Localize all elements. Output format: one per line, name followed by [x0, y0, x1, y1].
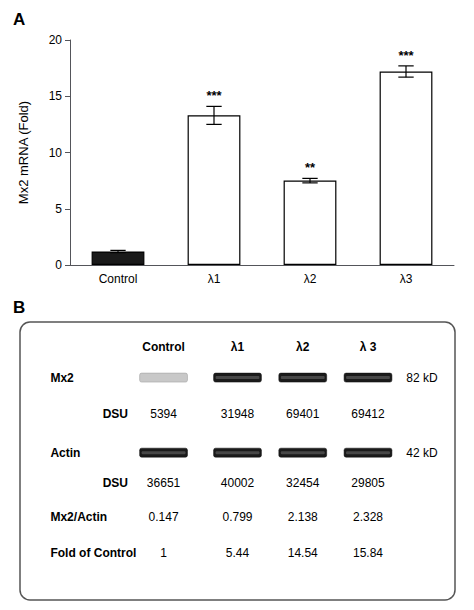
svg-text:***: ***	[398, 48, 414, 63]
svg-text:DSU: DSU	[103, 407, 128, 421]
svg-text:31948: 31948	[221, 407, 255, 421]
svg-text:69412: 69412	[351, 407, 385, 421]
svg-text:λ1: λ1	[231, 340, 245, 354]
svg-text:5394: 5394	[150, 407, 177, 421]
svg-text:λ2: λ2	[296, 340, 310, 354]
svg-text:DSU: DSU	[103, 476, 128, 490]
svg-text:**: **	[305, 160, 316, 175]
svg-text:λ3: λ3	[400, 272, 413, 286]
svg-text:1: 1	[160, 546, 167, 560]
svg-text:***: ***	[206, 88, 222, 103]
svg-text:5: 5	[55, 202, 62, 216]
svg-text:0: 0	[55, 258, 62, 272]
svg-text:λ1: λ1	[208, 272, 221, 286]
svg-text:λ 3: λ 3	[360, 340, 377, 354]
svg-text:Mx2: Mx2	[50, 371, 74, 385]
svg-text:69401: 69401	[286, 407, 320, 421]
svg-text:29805: 29805	[351, 476, 385, 490]
svg-text:B: B	[13, 298, 25, 317]
svg-text:20: 20	[49, 33, 63, 47]
svg-text:0.147: 0.147	[149, 510, 179, 524]
svg-text:Control: Control	[99, 272, 138, 286]
svg-text:14.54: 14.54	[288, 546, 318, 560]
svg-text:Mx2/Actin: Mx2/Actin	[50, 510, 107, 524]
svg-text:15: 15	[49, 89, 63, 103]
svg-text:Mx2 mRNA (Fold): Mx2 mRNA (Fold)	[16, 101, 31, 204]
svg-text:0.799: 0.799	[222, 510, 252, 524]
svg-text:10: 10	[49, 146, 63, 160]
svg-text:82 kD: 82 kD	[406, 371, 438, 385]
svg-text:Control: Control	[142, 340, 185, 354]
svg-text:2.138: 2.138	[288, 510, 318, 524]
svg-text:Actin: Actin	[50, 446, 80, 460]
svg-text:Fold of Control: Fold of Control	[50, 546, 136, 560]
svg-text:2.328: 2.328	[353, 510, 383, 524]
svg-text:40002: 40002	[221, 476, 255, 490]
svg-text:15.84: 15.84	[353, 546, 383, 560]
svg-text:5.44: 5.44	[226, 546, 250, 560]
svg-text:λ2: λ2	[304, 272, 317, 286]
svg-text:A: A	[13, 10, 25, 29]
svg-text:42 kD: 42 kD	[406, 446, 438, 460]
svg-text:32454: 32454	[286, 476, 320, 490]
svg-text:36651: 36651	[147, 476, 181, 490]
